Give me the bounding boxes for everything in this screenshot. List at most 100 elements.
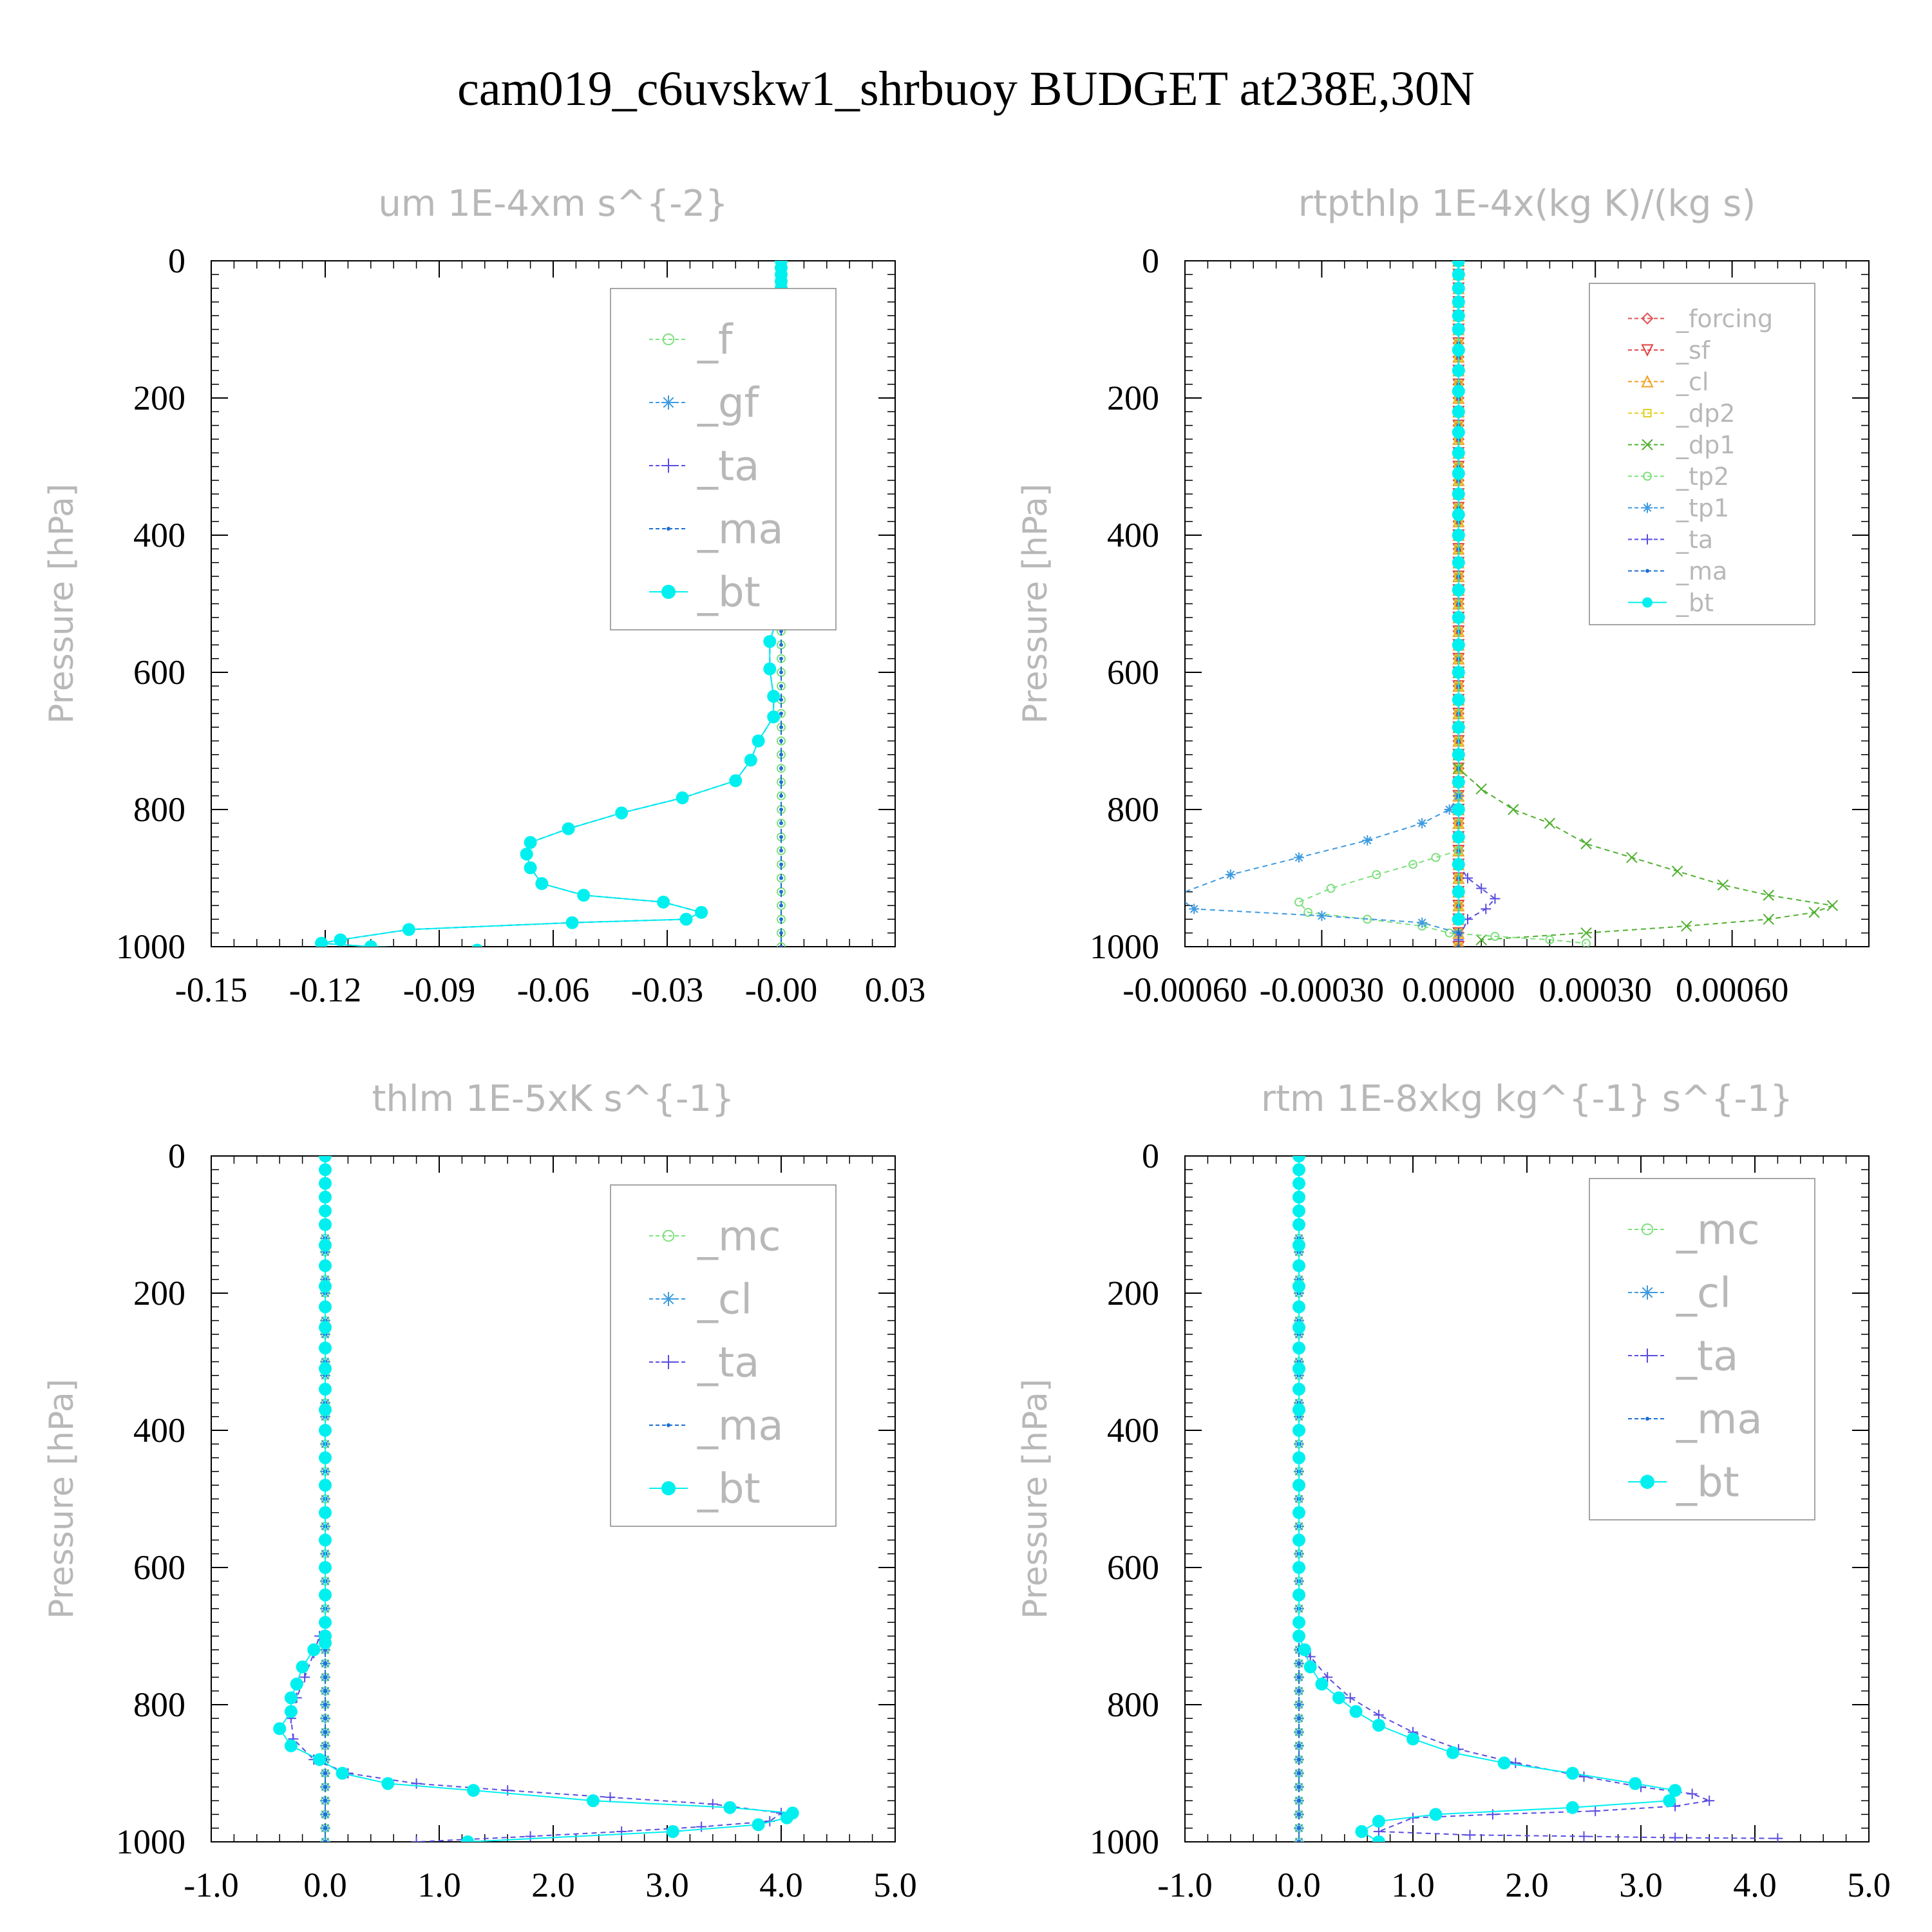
data-point	[323, 1826, 327, 1830]
legend-label: _ta	[1676, 526, 1713, 554]
data-point	[1293, 1616, 1305, 1629]
data-point	[779, 711, 783, 715]
data-point	[319, 1156, 332, 1162]
data-point	[1452, 309, 1465, 323]
data-point	[1510, 1757, 1521, 1768]
data-point	[1452, 529, 1465, 542]
legend-marker	[1645, 1417, 1649, 1421]
data-point	[1293, 1424, 1305, 1437]
data-point	[411, 1778, 422, 1789]
y-axis-label: Pressure [hPa]	[1016, 1379, 1055, 1619]
legend-marker	[1641, 344, 1654, 357]
legend-label: _cl	[1676, 1269, 1731, 1317]
data-point	[290, 1678, 303, 1691]
data-point	[1293, 1561, 1305, 1574]
data-point	[319, 1362, 332, 1376]
data-point	[1669, 1784, 1682, 1797]
plot-area	[1185, 261, 1839, 947]
data-point	[1303, 1660, 1317, 1674]
legend-label: _sf	[1676, 336, 1711, 365]
data-point	[779, 848, 783, 853]
data-point	[1297, 1840, 1301, 1842]
legend-label: _ma	[697, 506, 784, 553]
legend-box	[1589, 283, 1815, 625]
data-point	[1297, 1826, 1301, 1830]
y-tick-label: 600	[133, 1548, 185, 1587]
data-point	[319, 1190, 332, 1204]
data-point	[777, 736, 786, 746]
data-point	[1326, 884, 1336, 893]
legend-box	[610, 288, 837, 630]
data-point	[1626, 851, 1638, 864]
data-point	[1462, 873, 1473, 884]
chart-panel-1: um 1E-4xm s^{-2} Pressure [hPa] -0.15 -0.12…	[43, 183, 925, 1009]
x-tick-label: 2.0	[531, 1866, 575, 1904]
y-tick-label: 200	[133, 1274, 185, 1312]
data-point	[1372, 870, 1381, 880]
data-point	[605, 1792, 616, 1803]
data-point	[1452, 323, 1465, 336]
data-point	[525, 1831, 536, 1842]
data-point	[780, 1811, 793, 1824]
data-point	[676, 791, 689, 804]
x-tick-label: -0.00	[745, 971, 817, 1009]
data-point	[1452, 693, 1465, 706]
legend-label: _cl	[1676, 368, 1709, 396]
legend-label: _bt	[697, 569, 761, 616]
legend-label: _bt	[1676, 1459, 1739, 1506]
data-point	[296, 1660, 309, 1674]
data-point	[1452, 508, 1465, 522]
figure-title: cam019_c6uvskw1_shrbuoy BUDGET at238E,30…	[457, 62, 1475, 116]
data-point	[467, 1784, 480, 1797]
data-point	[1431, 853, 1441, 862]
x-tick-label: -0.03	[631, 971, 703, 1009]
data-point	[779, 670, 783, 674]
data-point	[1452, 721, 1465, 734]
data-point	[1332, 1691, 1345, 1705]
data-point	[1452, 775, 1465, 789]
data-point	[1452, 638, 1465, 652]
data-point	[1687, 1788, 1698, 1799]
data-point	[1444, 804, 1455, 815]
y-tick-label: 200	[133, 379, 185, 417]
data-point	[319, 1341, 332, 1355]
data-point	[696, 1821, 707, 1832]
data-point	[1452, 830, 1465, 844]
data-point	[779, 889, 783, 894]
data-point	[319, 1163, 332, 1177]
x-tick-label: 0.03	[865, 971, 926, 1009]
data-point	[779, 643, 783, 647]
series-line-ta	[290, 1622, 783, 1842]
data-point	[1417, 818, 1428, 829]
data-point	[1297, 1743, 1301, 1748]
data-point	[1452, 261, 1465, 267]
data-point	[707, 1799, 718, 1810]
legend-label: _f	[697, 316, 734, 364]
data-point	[1297, 1675, 1301, 1680]
data-point	[1490, 932, 1500, 942]
x-tick-label: -0.15	[175, 971, 247, 1009]
data-point	[1297, 1716, 1301, 1721]
legend-marker	[661, 395, 676, 410]
chart-panel-2: rtpthlp 1E-4x(kg K)/(kg s) Pressure [hPa]…	[1016, 183, 1870, 1009]
data-point	[1322, 1672, 1333, 1683]
data-point	[1476, 883, 1487, 894]
data-point	[1372, 1835, 1385, 1842]
data-point	[520, 848, 533, 861]
data-point	[779, 739, 783, 743]
y-tick-label: 0	[1142, 1137, 1159, 1175]
data-point	[284, 1705, 298, 1718]
data-point	[562, 947, 575, 960]
chart-panel-4: rtm 1E-8xkg kg^{-1} s^{-1} Pressure [hPa]…	[1016, 1078, 1891, 1904]
data-point	[1481, 904, 1492, 914]
data-point	[666, 1825, 679, 1839]
data-point	[323, 1743, 327, 1748]
data-point	[729, 774, 743, 788]
data-point	[616, 1826, 627, 1837]
legend-marker	[667, 527, 670, 531]
data-point	[319, 1218, 332, 1231]
data-point	[562, 822, 575, 835]
data-point	[323, 1675, 327, 1680]
